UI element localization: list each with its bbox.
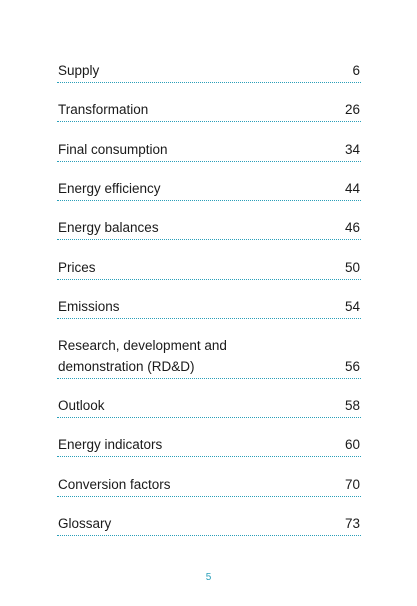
toc-entry-label: Energy balances [58,220,159,235]
toc-entry-label: Supply [58,63,100,78]
toc-entry-label: Emissions [58,299,120,314]
toc-entry-label: Outlook [58,398,105,413]
toc-entry-outlook[interactable]: Outlook 58 [57,393,361,418]
toc-entry-emissions[interactable]: Emissions 54 [57,294,361,319]
toc-entry-page: 46 [344,220,360,235]
toc-entry-label: Conversion factors [58,477,171,492]
toc-entry-page: 44 [344,181,360,196]
toc-entry-label: Glossary [58,516,112,531]
toc-entry-supply[interactable]: Supply 6 [57,58,361,83]
toc-entry-page: 56 [344,359,360,374]
toc-entry-glossary[interactable]: Glossary 73 [57,511,361,536]
toc-entry-label: Energy indicators [58,437,163,452]
toc-entry-rdd[interactable]: Research, development and demonstration … [57,333,361,379]
toc-entry-page: 6 [352,63,360,78]
page-number: 5 [205,572,212,583]
toc-entry-page: 26 [344,102,360,117]
toc-entry-transformation[interactable]: Transformation 26 [57,97,361,122]
toc-entry-label: Research, development and [58,338,227,353]
toc-entry-conversion-factors[interactable]: Conversion factors 70 [57,472,361,497]
toc-entry-page: 50 [344,260,360,275]
toc-entry-page: 54 [344,299,360,314]
toc-entry-label-line-2: demonstration (RD&D) [58,359,195,374]
toc-entry-energy-efficiency[interactable]: Energy efficiency 44 [57,176,361,201]
toc-entry-prices[interactable]: Prices 50 [57,255,361,280]
toc-entry-page: 70 [344,477,360,492]
toc-entry-label: Transformation [58,102,149,117]
toc-entry-page: 73 [344,516,360,531]
toc-entry-final-consumption[interactable]: Final consumption 34 [57,137,361,162]
toc-entry-energy-indicators[interactable]: Energy indicators 60 [57,432,361,457]
toc-entry-page: 58 [344,398,360,413]
toc-entry-label: Final consumption [58,142,168,157]
toc-entry-label: Prices [58,260,96,275]
toc-entry-page: 34 [344,142,360,157]
toc-entry-label: Energy efficiency [58,181,161,196]
toc-entry-energy-balances[interactable]: Energy balances 46 [57,215,361,240]
toc-entry-page: 60 [344,437,360,452]
